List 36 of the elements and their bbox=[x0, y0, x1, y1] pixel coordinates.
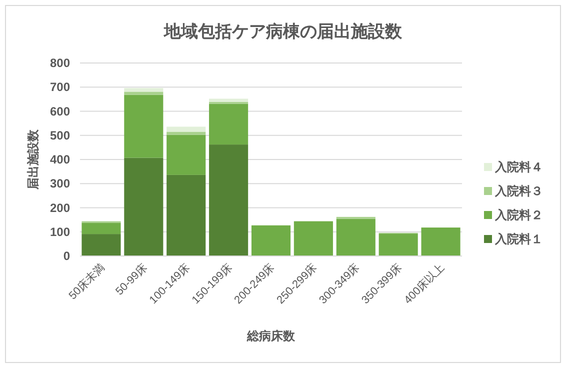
y-tick-label: 0 bbox=[63, 249, 70, 263]
y-tick-label: 400 bbox=[50, 152, 70, 166]
bar bbox=[124, 94, 164, 158]
bar bbox=[124, 158, 164, 256]
legend-label: 入院料４ bbox=[494, 160, 543, 174]
bar bbox=[209, 98, 248, 102]
bar bbox=[421, 228, 460, 256]
y-tick-label: 500 bbox=[50, 128, 70, 142]
bar bbox=[82, 234, 121, 256]
bar bbox=[336, 218, 376, 256]
legend-label: 入院料１ bbox=[494, 232, 543, 246]
y-tick-label: 200 bbox=[50, 200, 70, 215]
x-tick-label: 400床以上 bbox=[401, 260, 447, 306]
bar bbox=[82, 222, 121, 234]
x-axis-title: 総病床数 bbox=[246, 329, 296, 343]
bar bbox=[124, 92, 164, 95]
y-tick-label: 700 bbox=[50, 80, 70, 94]
bar bbox=[209, 104, 248, 145]
bar bbox=[378, 234, 418, 256]
x-tick-label: 50床未満 bbox=[66, 260, 108, 302]
y-tick-label: 600 bbox=[50, 104, 70, 118]
y-tick-label: 800 bbox=[50, 56, 70, 70]
bar bbox=[166, 134, 206, 175]
legend-label: 入院料３ bbox=[494, 184, 543, 198]
chart-title: 地域包括ケア病棟の届出施設数 bbox=[163, 22, 403, 41]
bar bbox=[251, 225, 291, 256]
bar bbox=[166, 132, 206, 135]
y-axis-title: 届出施設数 bbox=[26, 128, 40, 190]
bar bbox=[124, 88, 164, 92]
y-tick-label: 100 bbox=[50, 224, 70, 239]
bar bbox=[166, 174, 206, 256]
y-tick-label: 300 bbox=[50, 176, 70, 191]
legend-label: 入院料２ bbox=[494, 208, 543, 222]
bar bbox=[294, 221, 333, 256]
bar bbox=[209, 144, 248, 256]
bar bbox=[166, 126, 206, 132]
